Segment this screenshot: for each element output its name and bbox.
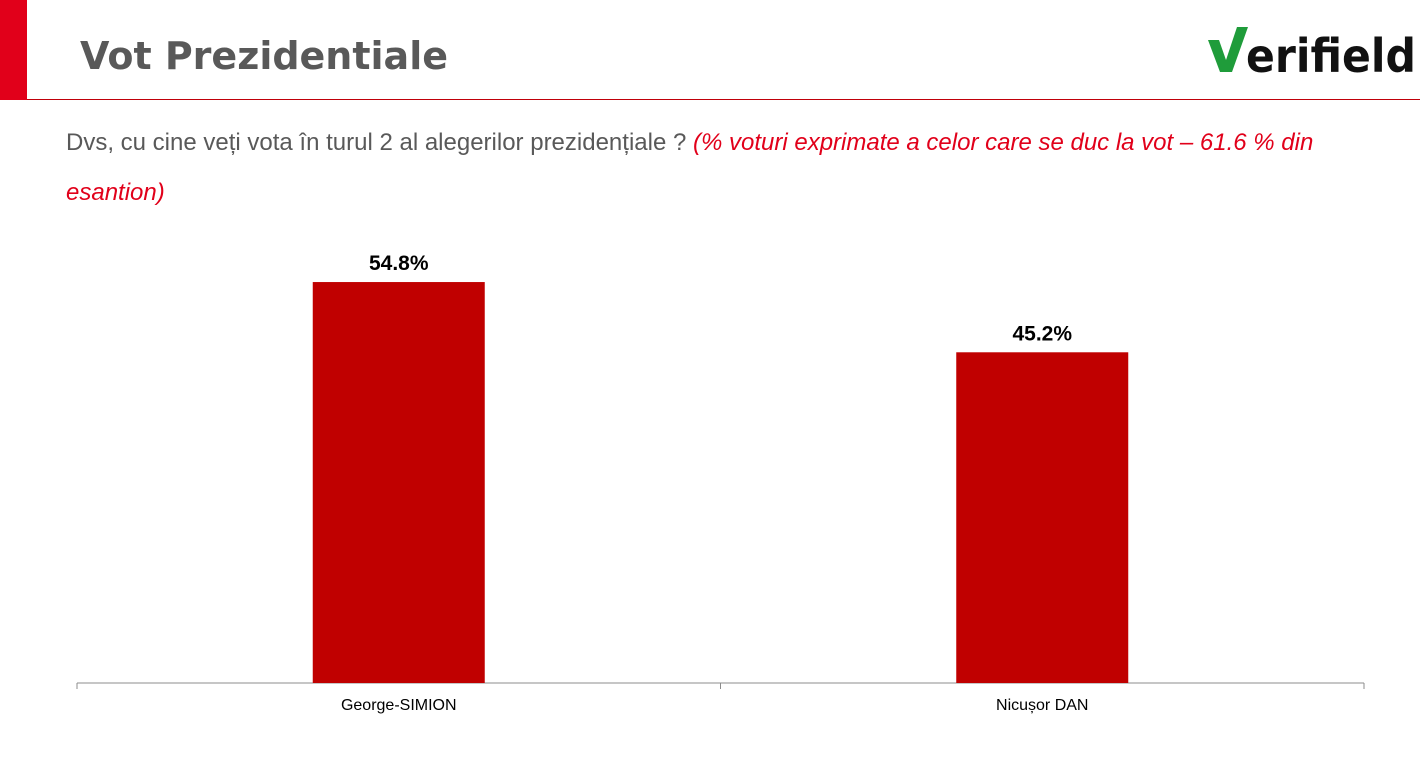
x-tick-label: Nicușor DAN — [996, 697, 1088, 714]
survey-question: Dvs, cu cine veți vota în turul 2 al ale… — [66, 118, 1406, 218]
x-tick-label: George-SIMION — [341, 697, 457, 714]
header-accent-bar — [0, 0, 27, 100]
header-divider — [27, 99, 1420, 100]
page-title: Vot Prezidentiale — [80, 34, 448, 78]
verifield-logo: erifield — [1206, 22, 1418, 78]
bar — [312, 282, 485, 683]
bar — [956, 352, 1129, 683]
bar-value-label: 54.8% — [369, 252, 429, 275]
svg-text:erifield: erifield — [1246, 29, 1416, 78]
bar-chart: 54.8% George-SIMION 45.2% Nicușor DAN — [0, 200, 1420, 740]
question-text: Dvs, cu cine veți vota în turul 2 al ale… — [66, 129, 687, 156]
bar-value-label: 45.2% — [1012, 322, 1072, 345]
question-note: (% voturi exprimate a celor care se duc … — [66, 129, 1314, 206]
